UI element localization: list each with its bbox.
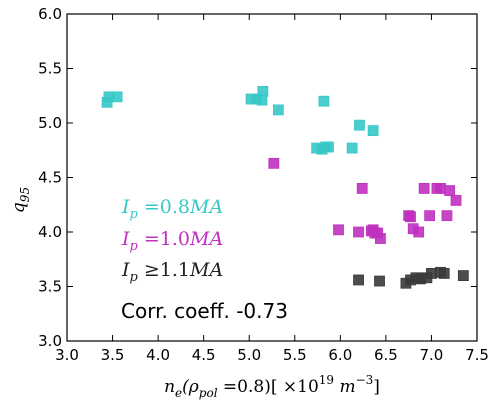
data-point <box>353 274 364 286</box>
data-point <box>413 226 425 238</box>
x-tick-label: 3.0 <box>55 346 79 364</box>
legend-entry-0.8MA: Ip =0.8MA <box>121 196 223 222</box>
x-tick-label: 3.5 <box>101 346 125 364</box>
data-point <box>268 157 280 169</box>
data-point <box>405 211 416 223</box>
x-tick-label: 4.0 <box>146 346 170 364</box>
data-point <box>272 104 284 116</box>
data-point <box>257 85 269 97</box>
data-point <box>426 268 437 279</box>
x-axis-label: ne(ρpol =0.8)[ ×1019 m−3] <box>164 373 380 400</box>
data-point <box>424 210 436 222</box>
y-tick-label: 5.5 <box>38 60 62 78</box>
series-3 <box>353 266 469 289</box>
series-2 <box>268 157 462 244</box>
legend-entry-1.0MA: Ip =1.0MA <box>121 228 223 254</box>
axis-ticks: 3.0 3.5 4.0 4.5 5.0 5.5 6.0 6.5 7.0 7.5 3.0 3.5 4.0 4… <box>38 5 489 364</box>
series-1 <box>101 85 379 155</box>
plot-frame <box>66 13 478 342</box>
x-tick-label: 7.0 <box>420 346 444 364</box>
legend: Ip =0.8MA Ip =1.0MA Ip ≥1.1MA <box>121 196 223 285</box>
x-tick-label: 5.0 <box>237 346 261 364</box>
data-point <box>435 182 446 194</box>
x-tick-label: 6.0 <box>328 346 352 364</box>
legend-entry-1.1MA: Ip ≥1.1MA <box>121 259 223 285</box>
y-tick-label: 4.5 <box>38 169 62 187</box>
data-point <box>323 141 334 153</box>
y-tick-label: 4.0 <box>38 223 62 241</box>
data-point <box>333 224 344 236</box>
data-point <box>356 182 368 194</box>
y-tick-label: 3.5 <box>38 278 62 296</box>
x-tick-label: 7.5 <box>465 346 489 364</box>
data-point <box>441 210 453 222</box>
data-points <box>101 85 469 289</box>
data-point <box>353 226 364 238</box>
data-point <box>374 275 385 287</box>
y-tick-label: 6.0 <box>38 5 62 23</box>
x-tick-label: 5.5 <box>283 346 307 364</box>
y-tick-label: 3.0 <box>38 332 62 350</box>
x-tick-label: 4.5 <box>192 346 216 364</box>
y-axis-label: q95 <box>9 187 32 213</box>
data-point <box>444 185 456 196</box>
correlation-annotation: Corr. coeff. -0.73 <box>121 299 288 323</box>
data-point <box>318 95 330 107</box>
data-point <box>375 233 386 244</box>
data-point <box>354 119 365 131</box>
data-point <box>418 182 430 194</box>
data-point <box>450 194 462 206</box>
data-point <box>367 125 379 137</box>
y-tick-label: 5.0 <box>38 114 62 132</box>
data-point <box>346 142 358 154</box>
data-point <box>111 91 123 103</box>
data-point <box>457 270 469 282</box>
x-tick-label: 6.5 <box>374 346 398 364</box>
data-point <box>438 268 450 279</box>
